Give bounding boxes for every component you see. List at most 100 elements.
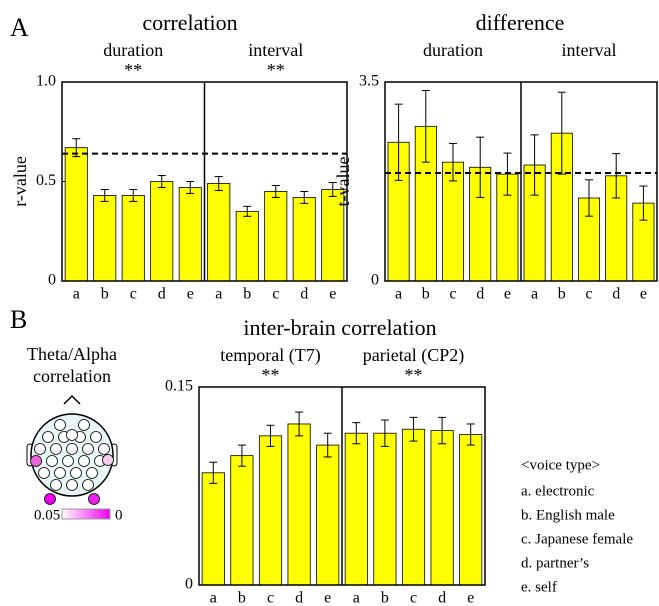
bar	[292, 197, 316, 282]
electrode	[82, 479, 94, 491]
bar	[316, 444, 340, 586]
plot-frame	[384, 81, 658, 282]
panel-label: B	[10, 305, 27, 334]
x-tick-label: d	[300, 286, 308, 303]
bar	[201, 472, 225, 586]
bar	[430, 430, 454, 586]
colorbar	[61, 508, 111, 520]
bar	[459, 434, 483, 586]
x-tick-label: b	[422, 286, 430, 303]
colorbar-label: 0.05	[34, 507, 60, 523]
y-axis-label: t-value	[333, 157, 353, 207]
electrode	[54, 419, 66, 431]
x-tick-label: a	[531, 286, 538, 303]
panel-label: A	[10, 13, 29, 42]
y-tick-label: 1.0	[36, 73, 56, 90]
electrode	[50, 479, 62, 491]
x-tick-label: b	[101, 286, 109, 303]
electrode	[50, 443, 62, 455]
x-tick-label: e	[187, 286, 194, 303]
y-tick-label: 0	[371, 272, 379, 289]
significance: **	[267, 60, 285, 80]
electrode	[78, 419, 90, 431]
panel-name: interval	[562, 40, 617, 60]
bar	[64, 147, 88, 282]
x-tick-label: c	[272, 286, 279, 303]
legend-item: b. English male	[521, 507, 615, 523]
x-tick-label: e	[324, 590, 331, 606]
x-tick-label: b	[243, 286, 251, 303]
electrode	[30, 455, 42, 467]
electrode	[90, 431, 102, 443]
electrode	[42, 431, 54, 443]
electrode	[44, 493, 56, 505]
bar	[235, 210, 259, 282]
x-tick-label: b	[558, 286, 566, 303]
x-tick-label: d	[612, 286, 620, 303]
x-tick-label: c	[449, 286, 456, 303]
electrode	[66, 443, 78, 455]
x-tick-label: a	[210, 590, 217, 606]
legend-item: c. Japanese female	[521, 531, 633, 547]
electrode	[34, 443, 46, 455]
head-map: Theta/Alpha correlation	[26, 344, 118, 505]
plot-frame	[198, 386, 486, 586]
chart-title: correlation	[142, 10, 237, 35]
electrode	[54, 467, 66, 479]
x-tick-label: c	[585, 286, 592, 303]
bar	[287, 423, 311, 586]
head-title: Theta/Alpha	[27, 344, 117, 364]
electrode	[78, 455, 90, 467]
bar	[150, 181, 174, 282]
x-tick-label: e	[329, 286, 336, 303]
x-tick-label: a	[395, 286, 402, 303]
electrode	[82, 443, 94, 455]
legend-item: d. partner’s	[521, 555, 589, 571]
bar	[178, 187, 202, 282]
plot-frame	[61, 81, 348, 282]
legend: <voice type> a. electronic b. English male…	[521, 457, 633, 595]
x-tick-label: a	[73, 286, 80, 303]
electrode	[46, 455, 58, 467]
x-tick-label: a	[215, 286, 222, 303]
x-tick-label: d	[295, 590, 303, 606]
x-tick-label: b	[238, 590, 246, 606]
bar	[93, 195, 117, 282]
bar	[373, 432, 397, 586]
electrode	[70, 467, 82, 479]
chart-title: difference	[476, 10, 565, 35]
y-tick-label: 0.5	[36, 172, 56, 189]
x-tick-label: e	[640, 286, 647, 303]
electrode	[66, 479, 78, 491]
x-tick-label: a	[353, 590, 360, 606]
electrode	[38, 467, 50, 479]
legend-item: e. self	[521, 579, 557, 595]
bar	[258, 435, 283, 586]
electrode	[102, 454, 114, 466]
electrode	[62, 455, 74, 467]
x-tick-label: c	[267, 590, 274, 606]
x-tick-label: c	[130, 286, 137, 303]
bar	[230, 455, 254, 586]
y-axis-label: r-value	[10, 156, 30, 207]
panel-name: parietal (CP2)	[363, 345, 464, 366]
x-tick-label: d	[476, 286, 484, 303]
colorbar-label: 0	[115, 507, 123, 523]
y-tick-label: 0	[185, 576, 193, 593]
panel-name: interval	[248, 40, 303, 60]
bar	[344, 432, 368, 586]
x-tick-label: d	[438, 590, 446, 606]
electrode	[66, 429, 78, 441]
bar	[401, 428, 426, 586]
chart-title: inter-brain correlation	[243, 315, 436, 340]
panel-name: duration	[423, 40, 483, 60]
panel-name: duration	[103, 40, 163, 60]
bar	[207, 183, 231, 282]
electrode	[98, 443, 110, 455]
significance: **	[405, 365, 423, 385]
y-tick-label: 0	[48, 272, 56, 289]
y-tick-label: 3.5	[359, 73, 379, 90]
x-tick-label: e	[467, 590, 474, 606]
significance: **	[262, 365, 280, 385]
